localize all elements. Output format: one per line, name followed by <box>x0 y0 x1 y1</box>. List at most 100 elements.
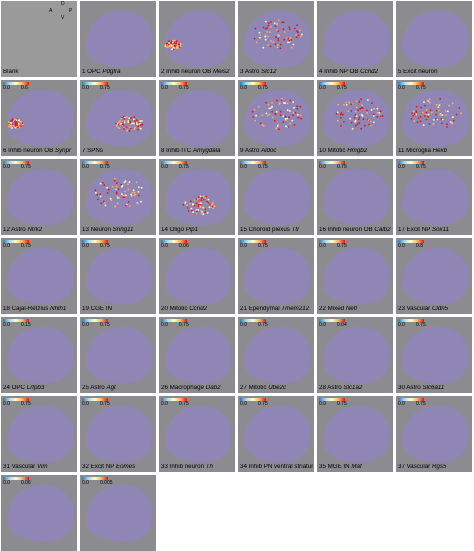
colorbar-min-label: 0.0 <box>82 243 89 249</box>
expression-dot <box>297 116 300 119</box>
expression-dot <box>277 37 280 40</box>
expression-dot <box>192 211 194 214</box>
expression-dot <box>275 110 278 113</box>
expression-dot <box>167 45 169 48</box>
expression-dot <box>270 40 272 43</box>
expression-dot <box>115 122 117 125</box>
brain-section-panel: 0.0 0.75 17 Excit NP Sox11 <box>396 159 472 235</box>
expression-dot <box>8 123 11 126</box>
brain-section-panel: 0.0 0.75 14 Oligo Plp1 <box>159 159 235 235</box>
expression-dot <box>133 121 135 124</box>
expression-dot <box>121 194 124 197</box>
expression-dot <box>413 113 416 116</box>
expression-dot <box>284 118 287 120</box>
expression-dot <box>140 200 142 203</box>
expression-dot <box>425 118 428 121</box>
expression-dot <box>258 31 261 34</box>
brain-section-image <box>244 89 311 147</box>
expression-dot <box>128 205 131 207</box>
colorbar <box>398 319 424 322</box>
expression-dot <box>345 101 348 104</box>
brain-section-image <box>86 247 153 305</box>
expression-dot <box>279 47 282 50</box>
expression-dot <box>280 99 283 102</box>
brain-section-panel: 0.0 0.04 28 Astro Slc1a2 <box>317 317 393 393</box>
tissue-outline <box>244 326 311 384</box>
expression-dot <box>107 188 110 191</box>
colorbar-max-label: 0.75 <box>258 322 268 328</box>
brain-section-panel: 0.0 0.75 16 Inhib neuron OB Calb2 <box>317 159 393 235</box>
brain-section-image <box>7 326 74 384</box>
colorbar-max-label: 0.75 <box>21 164 31 170</box>
tissue-outline <box>323 326 390 384</box>
brain-section-panel: 0.0 0.75 21 Ependymal Tmem212 <box>238 238 314 314</box>
expression-dot <box>173 44 176 47</box>
colorbar-min-label: 0.0 <box>161 243 168 249</box>
expression-dot <box>446 123 448 126</box>
expression-dot <box>274 43 277 45</box>
colorbar <box>161 161 187 164</box>
brain-section-image <box>323 326 390 384</box>
expression-dot <box>204 197 207 199</box>
expression-dot <box>184 201 187 204</box>
tissue-outline <box>7 484 74 542</box>
expression-dot <box>168 40 170 43</box>
expression-dot <box>296 24 299 26</box>
brain-section-panel: 0.0 0.75 22 Mixed Nefl <box>317 238 393 314</box>
expression-dot <box>259 36 261 39</box>
expression-dot <box>371 102 373 105</box>
expression-dot <box>358 100 361 103</box>
expression-dot <box>373 107 375 110</box>
panel-caption: 25 Astro Agt <box>82 385 116 392</box>
expression-dot <box>285 125 287 128</box>
expression-dot <box>12 123 14 125</box>
expression-dot <box>267 35 269 38</box>
expression-dot <box>288 28 291 30</box>
expression-dot <box>381 115 384 117</box>
panel-caption: 19 CGE IN <box>82 306 112 313</box>
expression-dot <box>269 25 272 28</box>
expression-dot <box>423 101 425 103</box>
expression-dot <box>349 117 351 120</box>
panel-caption: 10 Mitotic Hmgb2 <box>319 148 368 155</box>
expression-dot <box>359 107 362 110</box>
brain-section-image <box>7 247 74 305</box>
expression-dot <box>127 201 130 203</box>
colorbar-max-label: 0.75 <box>100 322 110 328</box>
expression-dot <box>255 114 257 117</box>
expression-dot <box>436 109 438 112</box>
expression-dot <box>138 123 140 126</box>
expression-dot <box>200 209 203 212</box>
expression-dot <box>290 46 293 49</box>
expression-dot <box>276 125 279 127</box>
expression-dot <box>207 198 210 201</box>
brain-section-panel: 3 Astro Slc12 <box>238 1 314 77</box>
expression-dot <box>299 105 302 108</box>
brain-section-image <box>86 89 153 147</box>
brain-section-image <box>244 326 311 384</box>
colorbar-min-label: 0.0 <box>240 85 247 91</box>
expression-dot <box>288 39 291 42</box>
expression-dot <box>206 200 208 203</box>
tissue-outline <box>323 405 390 463</box>
expression-dot <box>288 116 290 119</box>
brain-section-panel: 0.0 0.75 34 Inhib PN ventral striatum/EAC <box>238 396 314 472</box>
colorbar-min-label: 0.0 <box>3 164 10 170</box>
expression-dot <box>366 109 368 112</box>
orientation-label-a: A <box>49 8 53 14</box>
expression-dot <box>296 105 299 108</box>
panel-caption: 13 Neuron Snhg11 <box>82 227 134 234</box>
expression-dot <box>264 27 267 30</box>
expression-dot <box>421 111 424 114</box>
expression-dot <box>103 201 106 204</box>
panel-caption: 27 Mitotic Ube2c <box>240 385 287 392</box>
expression-dot <box>128 181 131 183</box>
colorbar-min-label: 0.0 <box>398 164 405 170</box>
expression-dot <box>292 111 295 114</box>
expression-dot <box>115 185 118 188</box>
expression-dot <box>369 125 372 127</box>
expression-dot <box>266 31 268 33</box>
brain-section-image <box>323 405 390 463</box>
expression-dot <box>300 117 302 120</box>
expression-dot <box>167 43 170 46</box>
